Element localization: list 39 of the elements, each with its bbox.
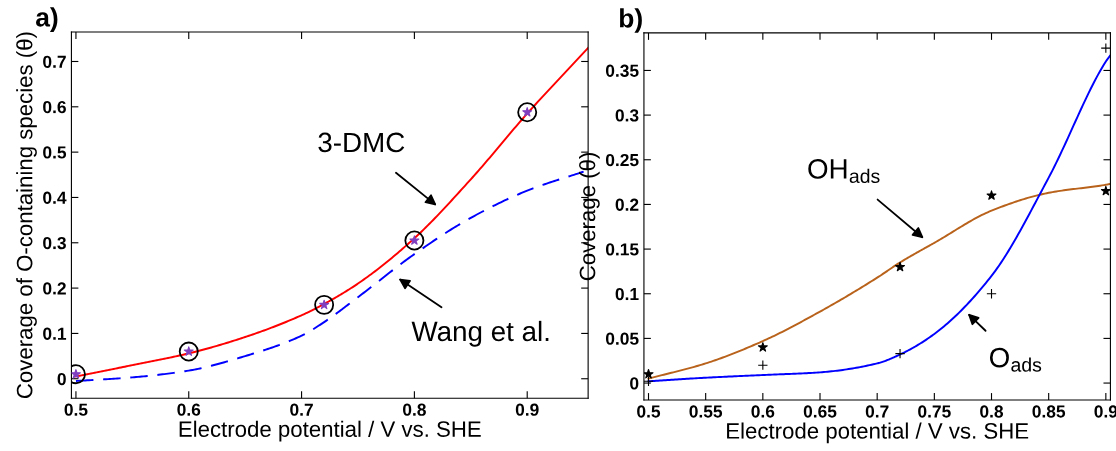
x-tick-label: 0.85 — [1032, 405, 1066, 418]
y-tick-label: 0.3 — [43, 236, 66, 250]
y-axis-title: Coverage of O-containing species (θ) — [16, 32, 37, 399]
y-tick-label: 0.15 — [605, 243, 639, 256]
x-tick-label: 0.9 — [515, 403, 539, 416]
annotation: O$_{ads}$ — [989, 347, 1042, 372]
y-tick-label: 0.6 — [43, 100, 66, 114]
y-tick-label: 0.3 — [615, 109, 639, 122]
y-tick-label: 0.2 — [615, 198, 639, 211]
y-axis-title: Coverage (θ) — [579, 153, 600, 281]
x-tick-label: 0.65 — [803, 405, 837, 418]
y-tick-label: 0 — [630, 377, 639, 390]
x-axis-title: Electrode potential / V vs. SHE — [179, 420, 481, 442]
y-tick-label: 0.05 — [605, 332, 639, 345]
y-tick-label: 0.1 — [43, 327, 67, 340]
x-tick-label: 0.8 — [980, 405, 1004, 418]
x-tick-label: 0.7 — [865, 405, 889, 418]
y-tick-label: 0.25 — [605, 153, 639, 167]
y-tick-label: 0.4 — [43, 191, 67, 204]
x-tick-label: 0.6 — [177, 403, 201, 416]
x-tick-label: 0.55 — [689, 405, 723, 418]
x-tick-label: 0.8 — [403, 403, 426, 416]
x-tick-label: 0.7 — [290, 403, 313, 416]
x-tick-label: 0.5 — [64, 403, 88, 416]
x-axis-title: Electrode potential / V vs. SHE — [727, 422, 1029, 444]
x-tick-label: 0.6 — [751, 405, 775, 418]
y-tick-label: 0.35 — [605, 64, 639, 77]
chart-title: a) — [36, 7, 58, 32]
x-tick-label: 0.75 — [918, 405, 951, 418]
y-tick-label: 0.5 — [43, 146, 67, 159]
annotation: Wang et al. — [411, 320, 549, 347]
y-tick-label: 0.7 — [43, 55, 66, 68]
y-tick-label: 0.1 — [615, 287, 639, 301]
annotation: OH$_{ads}$ — [808, 159, 880, 184]
annotation: 3-DMC — [318, 132, 405, 153]
y-tick-label: 0.2 — [43, 282, 66, 295]
x-tick-label: 0.5 — [637, 405, 661, 418]
y-tick-label: 0 — [57, 372, 66, 386]
chart-title: b) — [620, 8, 642, 33]
